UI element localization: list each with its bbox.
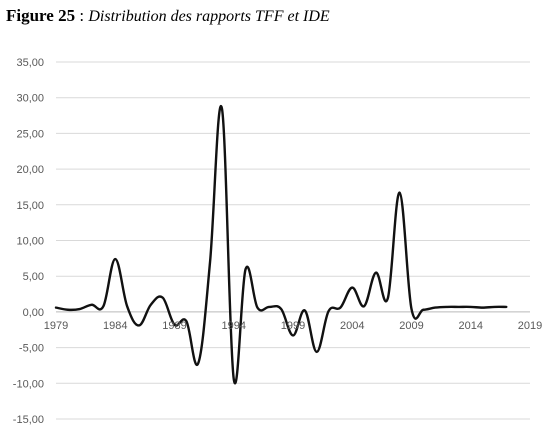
y-tick-label: 25,00 [16, 128, 44, 140]
y-tick-label: 10,00 [16, 236, 44, 248]
caption-description: Distribution des rapports TFF et IDE [88, 8, 330, 25]
x-tick-label: 1994 [222, 320, 246, 332]
y-tick-label: 5,00 [23, 271, 44, 283]
x-tick-label: 2009 [399, 320, 423, 332]
x-axis-tick-labels: 1979 1984 1989 1994 1999 2004 2009 2014 2019 [44, 320, 542, 332]
y-tick-label: 0,00 [23, 307, 44, 319]
figure-label: Figure 25 [6, 6, 76, 25]
series-layer [54, 104, 508, 385]
x-tick-label: 1999 [281, 320, 305, 332]
chart-container: -15,00 -10,00 -5,00 0,00 5,00 10,00 15,00 20,00… [0, 36, 556, 431]
caption-separator: : [75, 6, 89, 25]
grid-lines [56, 61, 530, 420]
y-tick-label: -5,00 [19, 343, 44, 355]
line-chart: -15,00 -10,00 -5,00 0,00 5,00 10,00 15,00 20,00… [13, 57, 542, 426]
x-tick-label: 1984 [103, 320, 127, 332]
y-tick-label: -15,00 [13, 414, 44, 426]
figure-caption: Figure 25 : Distribution des rapports TF… [6, 6, 330, 26]
y-tick-label: 15,00 [16, 200, 44, 212]
y-tick-label: 30,00 [16, 93, 44, 105]
x-tick-label: 2019 [518, 320, 542, 332]
x-tick-label: 2004 [340, 320, 364, 332]
x-tick-label: 2014 [459, 320, 483, 332]
y-tick-label: 20,00 [16, 164, 44, 176]
series-line [54, 104, 508, 385]
y-tick-label: 35,00 [16, 57, 44, 69]
y-tick-label: -10,00 [13, 378, 44, 390]
x-tick-label: 1979 [44, 320, 68, 332]
x-tick-label: 1989 [162, 320, 186, 332]
y-axis-tick-labels: -15,00 -10,00 -5,00 0,00 5,00 10,00 15,00 20,00… [13, 57, 44, 426]
